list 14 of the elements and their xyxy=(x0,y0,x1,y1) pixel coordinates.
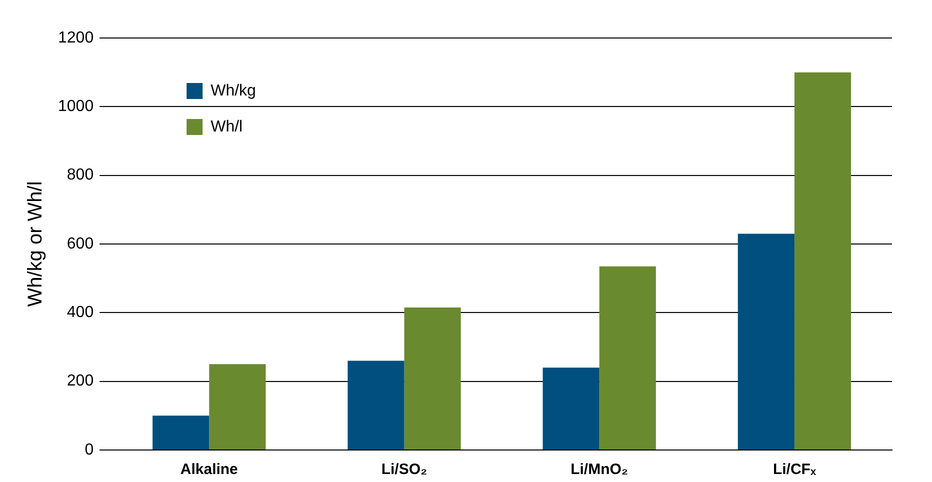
x-tick-label: Li/MnO₂ xyxy=(570,461,628,478)
legend-label: Wh/l xyxy=(210,118,243,136)
y-tick-label: 200 xyxy=(66,372,94,390)
y-tick-label: 600 xyxy=(66,235,94,252)
y-tick-label: 400 xyxy=(66,304,94,322)
legend-label: Wh/kg xyxy=(210,82,256,100)
x-tick-label: Li/CFₓ xyxy=(772,461,816,478)
y-axis-title: Wh/kg or Wh/l xyxy=(24,181,47,307)
y-tick-label: 800 xyxy=(66,166,94,184)
y-tick-label: 0 xyxy=(84,441,94,458)
y-tick-label: 1200 xyxy=(58,29,94,46)
x-tick-label: Alkaline xyxy=(180,461,238,478)
y-tick-label: 1000 xyxy=(58,98,94,116)
x-tick-label: Li/SO₂ xyxy=(381,461,428,478)
